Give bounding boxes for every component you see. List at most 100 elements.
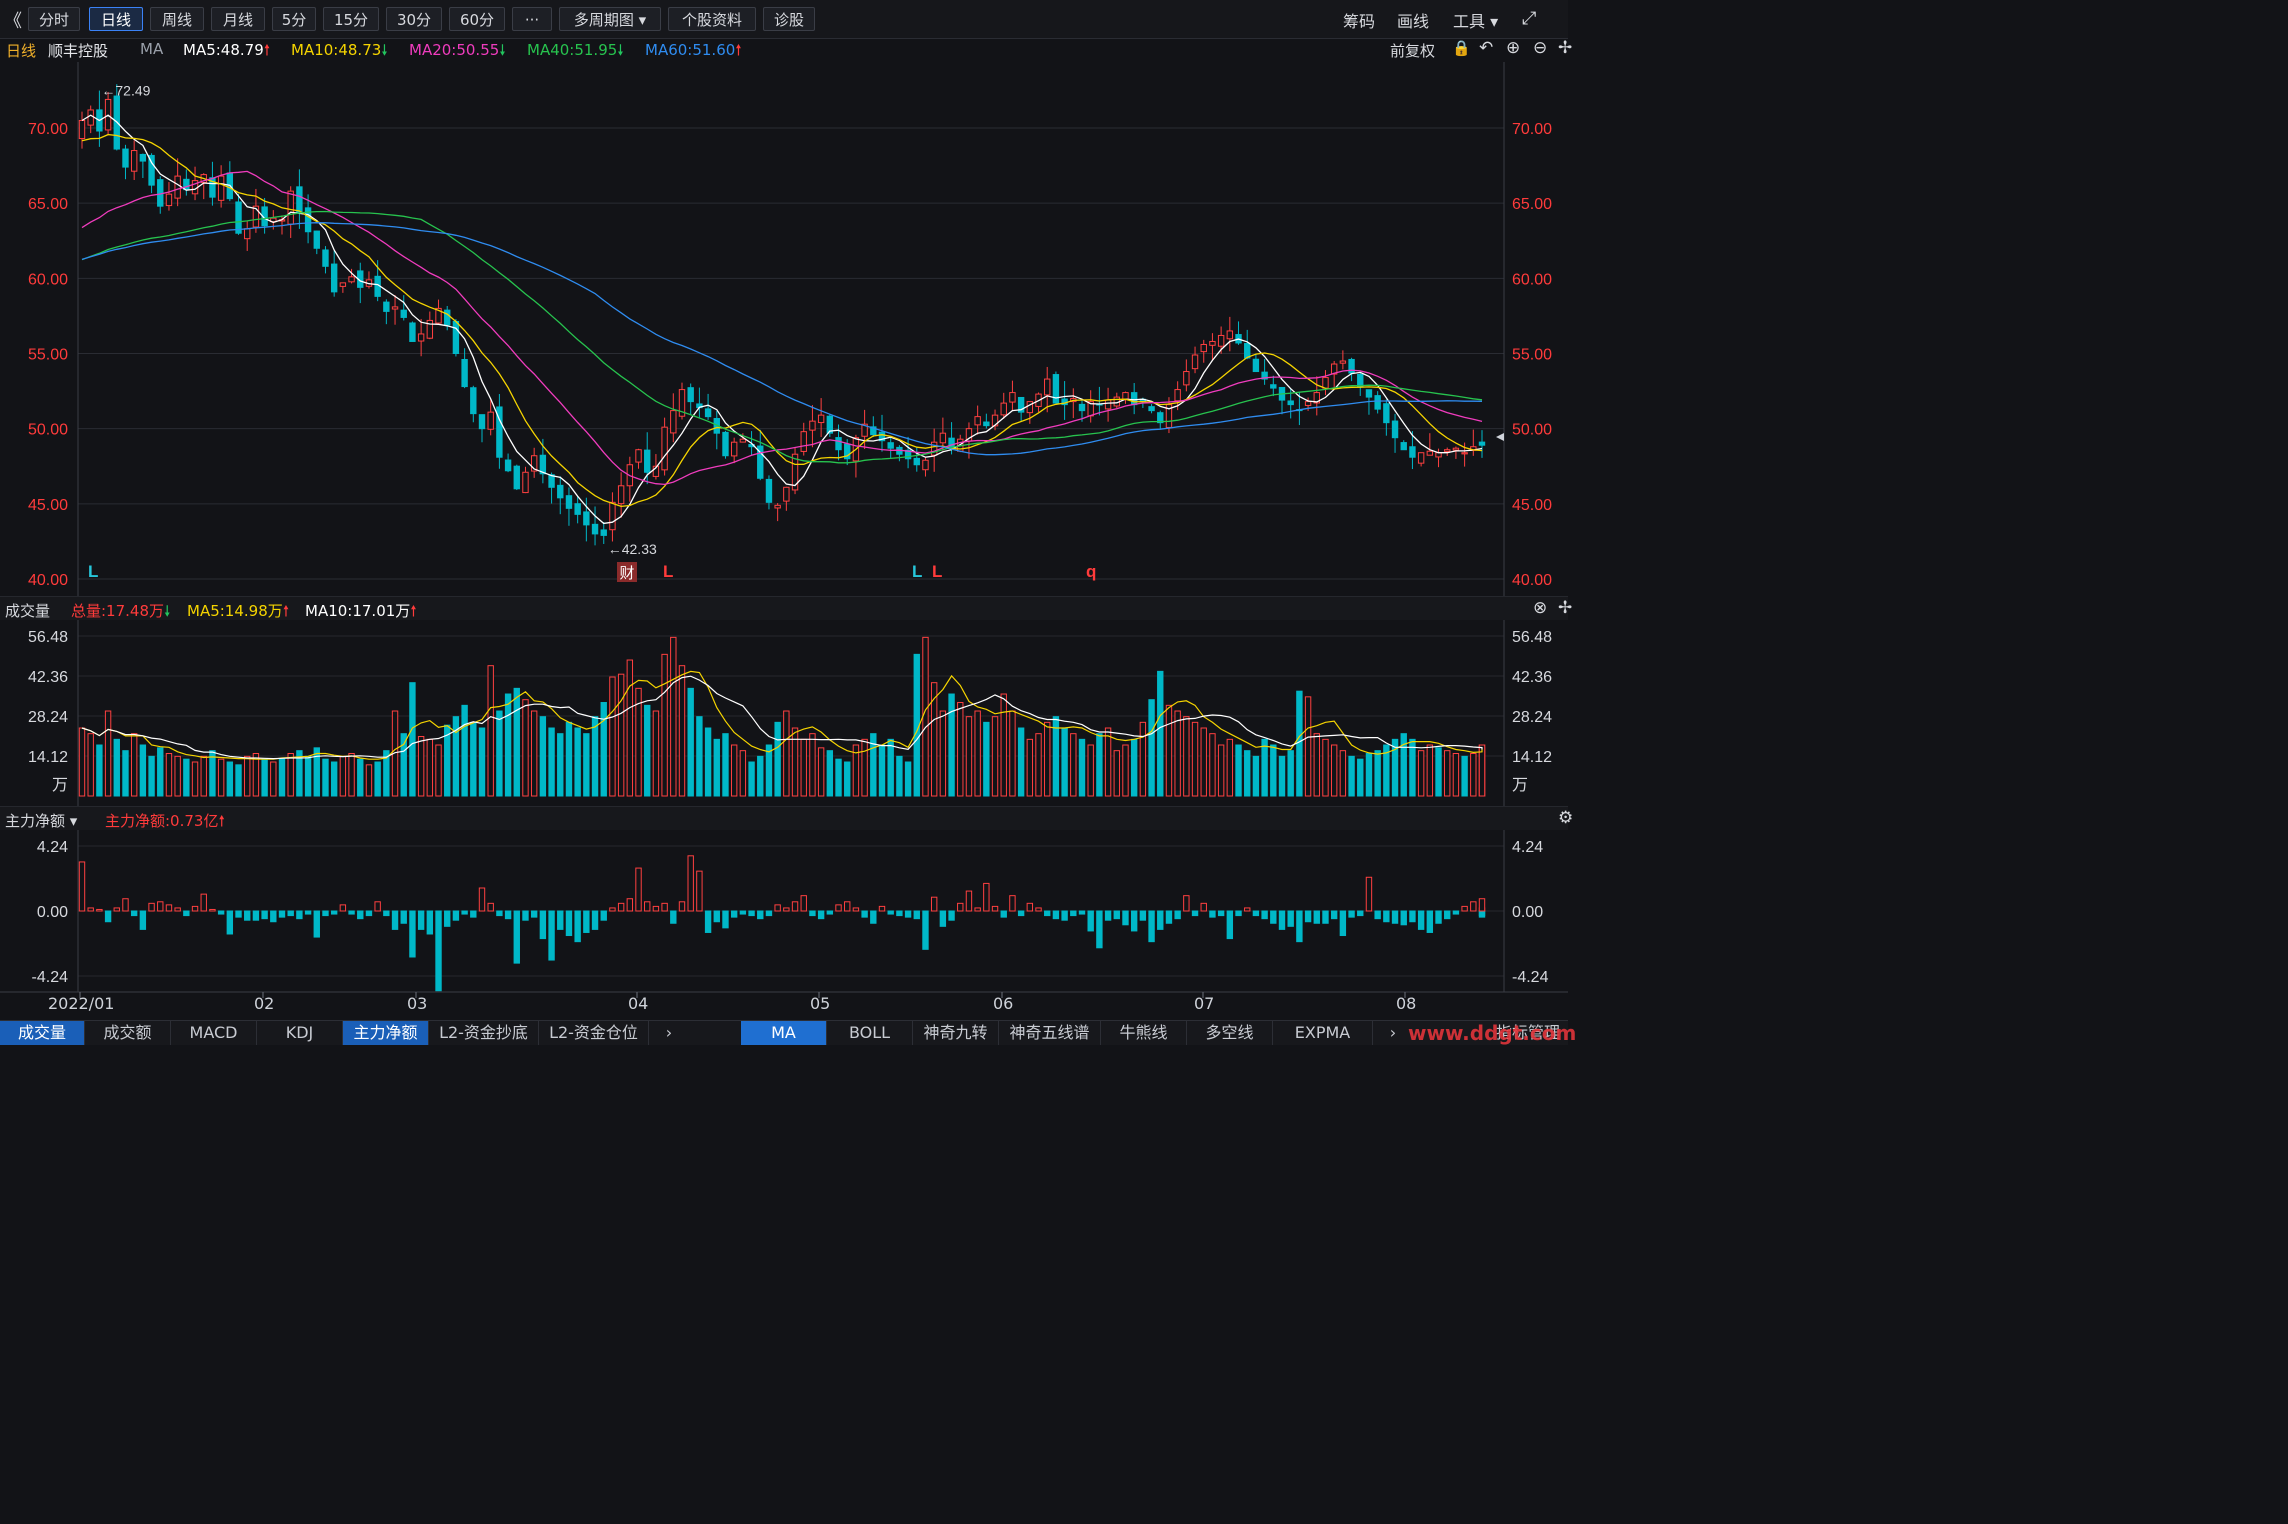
fund-bar bbox=[287, 910, 294, 917]
tab-boll[interactable]: BOLL bbox=[827, 1021, 913, 1045]
volume-bar bbox=[1052, 716, 1060, 797]
tab-ma[interactable]: MA bbox=[741, 1021, 827, 1045]
fund-bar bbox=[539, 910, 547, 940]
settings-icon[interactable]: ⚙ bbox=[1558, 808, 1574, 828]
tab-zhouxian[interactable]: 周线 bbox=[150, 7, 204, 31]
volume-bar bbox=[774, 721, 781, 797]
diagnose-button[interactable]: 诊股 bbox=[763, 7, 815, 31]
fund-bar bbox=[157, 901, 164, 912]
tools-dropdown[interactable]: 工具 ▾ bbox=[1453, 12, 1499, 31]
tab-yuexian[interactable]: 月线 bbox=[211, 7, 265, 31]
multi-period-dropdown[interactable]: 多周期图 ▾ bbox=[559, 7, 661, 31]
pin-icon[interactable]: ✢ bbox=[1558, 598, 1573, 618]
x-label-jun: 06 bbox=[993, 994, 1014, 1013]
fund-bar bbox=[861, 910, 868, 918]
up-arrow-icon: 🠕 bbox=[263, 41, 271, 59]
fund-bar bbox=[200, 893, 207, 912]
tab-volume[interactable]: 成交量 bbox=[0, 1021, 85, 1045]
candle-body bbox=[1130, 392, 1138, 406]
ma-indicator-label[interactable]: MA bbox=[140, 40, 164, 58]
fund-bar bbox=[1244, 907, 1251, 912]
volume-bar bbox=[1400, 733, 1407, 797]
fund-title[interactable]: 主力净额 ▾ bbox=[5, 812, 78, 830]
chips-button[interactable]: 筹码 bbox=[1343, 12, 1376, 31]
volume-bar bbox=[670, 636, 677, 797]
up-arrow-icon: 🠕 bbox=[735, 41, 742, 59]
candle-body bbox=[661, 426, 668, 471]
tab-l2-position[interactable]: L2-资金仓位 bbox=[539, 1021, 649, 1045]
close-volume-icon[interactable]: ⊗ bbox=[1533, 598, 1548, 618]
candle-body bbox=[1287, 400, 1294, 406]
fund-bar bbox=[852, 907, 860, 912]
volume-panel-header: 成交量 总量:17.48万🠗 MA5:14.98万🠕 MA10:17.01万🠕 … bbox=[0, 596, 1572, 621]
tab-bull-bear[interactable]: 牛熊线 bbox=[1101, 1021, 1187, 1045]
volume-title[interactable]: 成交量 bbox=[5, 602, 51, 620]
tab-main-fund[interactable]: 主力净额 bbox=[343, 1021, 429, 1045]
volume-bar bbox=[765, 744, 773, 797]
undo-icon[interactable]: ↶ bbox=[1479, 38, 1494, 58]
tabs-next-right-icon[interactable]: › bbox=[1389, 1023, 1397, 1042]
volume-bar bbox=[1235, 744, 1242, 797]
tab-magic-nine[interactable]: 神奇九转 bbox=[913, 1021, 999, 1045]
fund-bar bbox=[765, 910, 773, 917]
fund-bar bbox=[452, 910, 460, 921]
tab-macd[interactable]: MACD bbox=[171, 1021, 257, 1045]
zoom-out-icon[interactable]: ⊖ bbox=[1533, 38, 1548, 58]
fund-bar bbox=[304, 910, 312, 915]
tab-magic-five[interactable]: 神奇五线谱 bbox=[999, 1021, 1101, 1045]
draw-button[interactable]: 画线 bbox=[1397, 12, 1430, 31]
tab-long-short[interactable]: 多空线 bbox=[1187, 1021, 1273, 1045]
ma40-line bbox=[81, 210, 1483, 464]
fund-bar bbox=[113, 907, 120, 912]
x-label-jul: 07 bbox=[1194, 994, 1215, 1013]
x-label-feb: 02 bbox=[254, 994, 275, 1013]
volume-bar bbox=[965, 716, 973, 797]
candle-body bbox=[704, 408, 712, 418]
volume-bar bbox=[678, 665, 686, 797]
fund-bar bbox=[739, 910, 747, 915]
tab-expma[interactable]: EXPMA bbox=[1273, 1021, 1373, 1045]
tab-kdj[interactable]: KDJ bbox=[257, 1021, 343, 1045]
fullscreen-icon[interactable]: ⤢ bbox=[1522, 8, 1537, 29]
tab-5min[interactable]: 5分 bbox=[272, 7, 316, 31]
tab-l2-bottom[interactable]: L2-资金抄底 bbox=[429, 1021, 539, 1045]
tabs-next-icon[interactable]: › bbox=[665, 1023, 673, 1042]
tab-fenshi[interactable]: 分时 bbox=[28, 7, 80, 31]
candle-body bbox=[1417, 452, 1425, 464]
fund-bar bbox=[557, 910, 564, 930]
candle-body bbox=[809, 420, 816, 431]
fund-tick-left: 0.00 bbox=[37, 904, 68, 921]
candle-body bbox=[1017, 396, 1025, 413]
candle-body bbox=[878, 431, 886, 442]
tab-turnover[interactable]: 成交额 bbox=[85, 1021, 171, 1045]
adjust-mode-label[interactable]: 前复权 bbox=[1390, 42, 1436, 60]
volume-bar bbox=[1444, 750, 1451, 797]
kline-chart[interactable]: 70.00 70.00 65.00 65.00 60.00 60.00 55.00 55.00… bbox=[0, 62, 1568, 1020]
indicator-manage-button[interactable]: 指标管理 bbox=[1495, 1023, 1560, 1042]
pin-icon[interactable]: ✢ bbox=[1558, 38, 1573, 58]
lock-icon[interactable]: 🔒 bbox=[1452, 39, 1471, 57]
fund-bar bbox=[844, 901, 851, 912]
volume-bar bbox=[1130, 738, 1138, 797]
tab-15min[interactable]: 15分 bbox=[323, 7, 379, 31]
more-periods-button[interactable]: ··· bbox=[512, 7, 552, 31]
candle-body bbox=[870, 426, 877, 436]
candle-body bbox=[1322, 377, 1329, 389]
tab-rixian[interactable]: 日线 bbox=[89, 7, 143, 31]
candle-body bbox=[670, 410, 677, 434]
fund-bar bbox=[435, 910, 442, 992]
candle-body bbox=[939, 432, 947, 444]
price-tick-left: 60.00 bbox=[28, 271, 68, 288]
fund-bar bbox=[922, 910, 929, 950]
tab-60min[interactable]: 60分 bbox=[449, 7, 505, 31]
fund-bar bbox=[583, 910, 590, 933]
fund-bar bbox=[313, 910, 320, 938]
tab-30min[interactable]: 30分 bbox=[386, 7, 442, 31]
collapse-icon[interactable]: 《 bbox=[4, 11, 22, 32]
stock-profile-button[interactable]: 个股资料 bbox=[668, 7, 756, 31]
fund-bar bbox=[1330, 910, 1338, 920]
fund-bar bbox=[1348, 910, 1355, 918]
volume-bar bbox=[1087, 744, 1094, 797]
candle-body bbox=[487, 411, 494, 430]
zoom-in-icon[interactable]: ⊕ bbox=[1506, 38, 1521, 58]
